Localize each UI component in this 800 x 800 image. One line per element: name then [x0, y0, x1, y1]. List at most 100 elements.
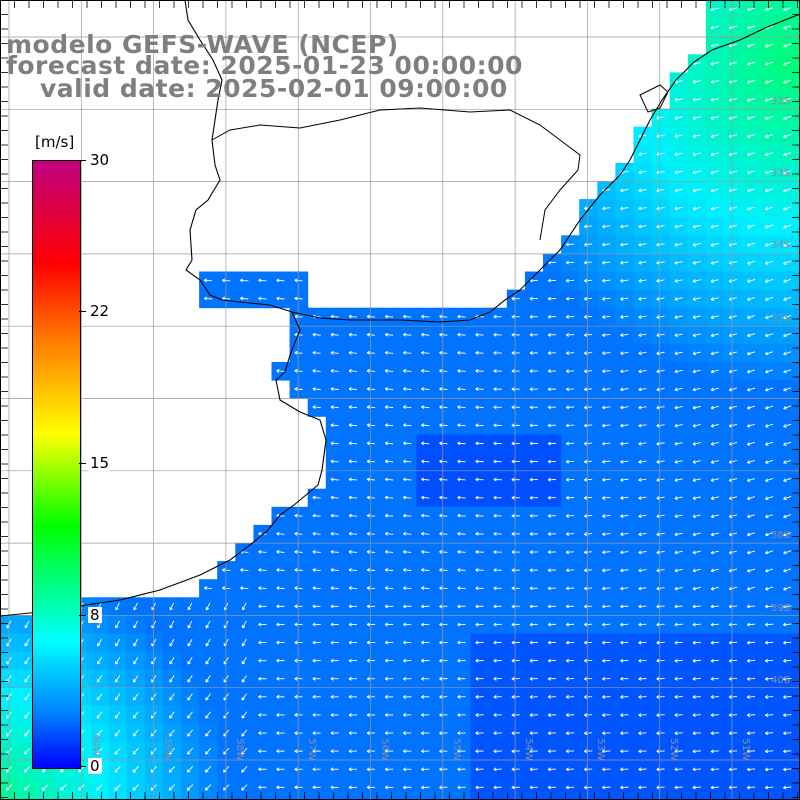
wind-arrow	[674, 714, 683, 716]
wind-arrow	[169, 675, 175, 683]
wind-arrow	[312, 515, 321, 517]
wind-arrow	[348, 515, 357, 517]
lon-label: 57W	[305, 738, 317, 761]
wind-arrow-head	[511, 532, 515, 536]
wind-arrow-head	[674, 767, 678, 772]
wind-arrow	[783, 61, 792, 66]
wind-arrow	[602, 388, 611, 391]
wind-arrow-head	[565, 514, 570, 518]
wind-arrow-head	[674, 405, 678, 410]
wind-arrow	[638, 297, 647, 300]
wind-arrow-head	[710, 622, 714, 627]
wind-arrow	[439, 496, 448, 499]
wind-arrow	[133, 675, 139, 683]
wind-arrow	[674, 442, 683, 445]
wind-arrow	[692, 170, 701, 174]
wind-arrow-head	[330, 531, 334, 536]
wind-arrow-head	[620, 224, 624, 229]
wind-speed-cell	[724, 796, 743, 800]
wind-arrow	[656, 424, 665, 427]
wind-arrow	[674, 315, 683, 318]
wind-arrow-head	[746, 586, 751, 591]
wind-arrow-head	[602, 640, 606, 645]
wind-arrow	[674, 750, 683, 752]
wind-arrow	[584, 334, 593, 336]
wind-arrow	[710, 550, 719, 554]
wind-arrow-head	[294, 387, 298, 391]
wind-arrow	[294, 515, 303, 517]
wind-arrow-head	[366, 423, 370, 428]
wind-arrow	[133, 693, 139, 701]
wind-arrow-head	[97, 624, 101, 629]
wind-arrow	[710, 134, 719, 138]
wind-arrow-head	[783, 676, 787, 681]
wind-arrow	[747, 405, 756, 409]
wind-arrow	[403, 569, 412, 571]
wind-arrow	[783, 405, 792, 409]
wind-arrow	[729, 79, 738, 83]
wind-arrow-head	[584, 351, 588, 356]
wind-arrow-head	[457, 713, 461, 717]
wind-speed-cell	[796, 398, 800, 417]
wind-arrow-head	[384, 658, 388, 663]
wind-arrow	[403, 496, 412, 499]
wind-arrow-head	[710, 152, 715, 157]
wind-speed-cell	[796, 416, 800, 435]
wind-speed-cell	[796, 36, 800, 55]
wind-vector-field	[5, 7, 792, 791]
wind-arrow-head	[547, 278, 551, 283]
wind-arrow-head	[169, 715, 173, 719]
wind-speed-cell	[506, 796, 526, 800]
wind-arrow	[729, 369, 738, 373]
wind-arrow-head	[457, 513, 461, 518]
wind-arrow	[348, 315, 357, 318]
wind-arrow-head	[366, 676, 370, 681]
wind-speed-cell	[796, 54, 800, 73]
wind-arrow-head	[475, 568, 479, 572]
wind-arrow	[403, 406, 412, 409]
wind-arrow-head	[493, 495, 497, 500]
wind-arrow	[385, 496, 394, 499]
wind-arrow-head	[783, 442, 787, 446]
wind-arrow-head	[656, 622, 660, 627]
wind-arrow-head	[348, 495, 352, 500]
wind-arrow	[783, 351, 792, 355]
wind-arrow	[783, 206, 792, 210]
wind-arrow	[747, 242, 756, 246]
wind-arrow	[602, 370, 611, 372]
wind-arrow	[692, 405, 701, 409]
wind-arrow-head	[312, 713, 316, 717]
wind-arrow	[294, 388, 303, 390]
wind-arrow-head	[241, 606, 246, 611]
wind-arrow-head	[656, 333, 660, 338]
wind-arrow-head	[348, 749, 352, 754]
wind-arrow	[783, 278, 792, 283]
wind-arrow-head	[403, 694, 407, 699]
wind-arrow-head	[728, 61, 733, 66]
wind-arrow	[729, 623, 738, 626]
wind-arrow-head	[457, 640, 461, 645]
wind-arrow	[692, 98, 701, 101]
wind-arrow	[367, 334, 376, 336]
wind-arrow-head	[493, 332, 497, 337]
wind-arrow-head	[348, 731, 352, 736]
wind-arrow	[729, 441, 738, 445]
wind-arrow-head	[746, 442, 751, 446]
wind-speed-cell	[380, 796, 399, 800]
wind-arrow-head	[728, 586, 733, 591]
wind-arrow-head	[620, 640, 624, 645]
wind-arrow	[692, 62, 701, 65]
wind-arrow	[656, 152, 665, 155]
wind-arrow-head	[674, 586, 678, 591]
wind-arrow	[729, 423, 738, 427]
wind-arrow-head	[493, 314, 497, 319]
wind-arrow-head	[710, 640, 714, 645]
wind-arrow	[747, 297, 756, 301]
wind-arrow	[169, 620, 175, 629]
wind-arrow-head	[493, 586, 497, 591]
wind-arrow-head	[348, 368, 352, 373]
wind-arrow	[747, 152, 756, 156]
wind-arrow	[656, 261, 665, 264]
wind-arrow	[602, 243, 611, 246]
wind-arrow-head	[656, 749, 660, 754]
